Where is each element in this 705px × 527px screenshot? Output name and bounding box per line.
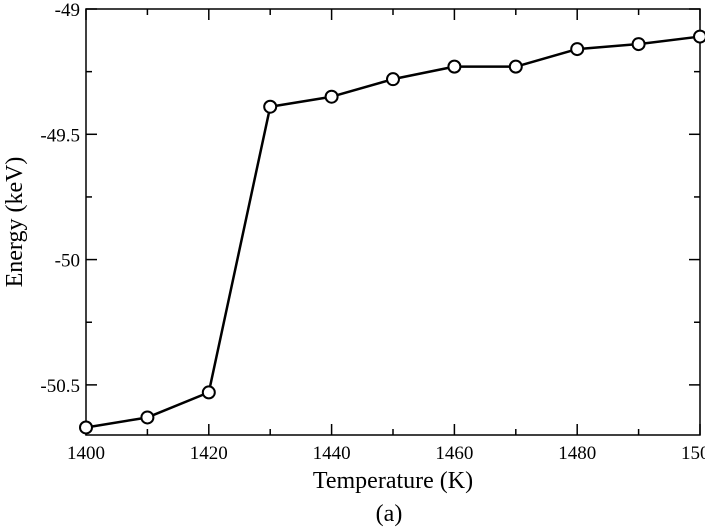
y-axis-title: Energy (keV)	[2, 157, 28, 288]
y-tick-label: -49	[55, 0, 80, 21]
x-tick-labels: 1400 1420 1440 1460 1480 1500	[67, 443, 705, 464]
data-point	[631, 37, 646, 52]
y-ticks	[86, 8, 700, 386]
series-line	[85, 35, 701, 429]
y-tick-label: -49.5	[40, 125, 80, 146]
y-tick-label: -50.5	[40, 376, 80, 397]
data-point	[447, 59, 462, 74]
x-ticks	[85, 9, 701, 435]
x-tick-label: 1440	[313, 443, 351, 464]
x-tick-label: 1400	[67, 443, 105, 464]
data-point	[140, 410, 155, 425]
x-tick-label: 1500	[681, 443, 705, 464]
data-point	[508, 59, 523, 74]
x-tick-label: 1420	[190, 443, 228, 464]
y-tick-label: -50	[55, 251, 80, 272]
data-point	[201, 385, 216, 400]
series-lines	[85, 35, 701, 429]
y-tick-labels: -49 -49.5 -50 -50.5	[40, 0, 80, 397]
x-axis-title: Temperature (K)	[313, 468, 473, 494]
data-point	[570, 42, 585, 57]
series-points	[79, 29, 705, 435]
data-point	[693, 29, 705, 44]
x-tick-label: 1480	[558, 443, 596, 464]
figure-caption: (a)	[376, 501, 403, 527]
data-point	[79, 420, 93, 435]
data-point	[263, 99, 278, 114]
data-point	[386, 72, 400, 87]
data-point	[324, 89, 339, 104]
x-tick-label: 1460	[435, 443, 473, 464]
